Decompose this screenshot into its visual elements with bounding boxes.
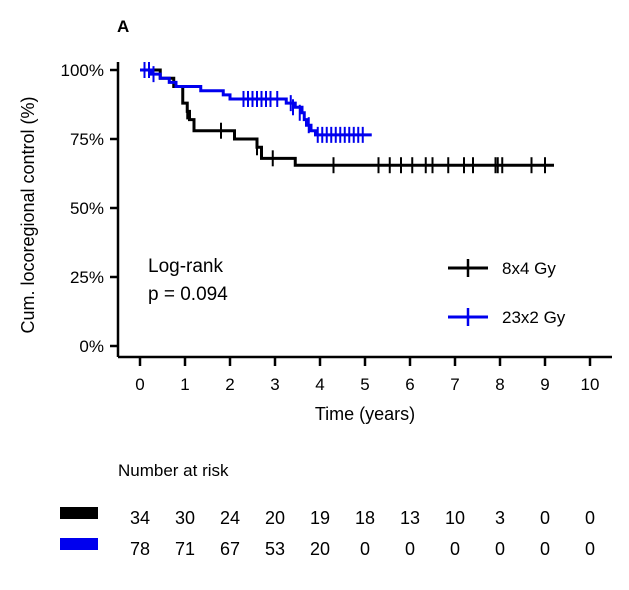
x-axis-title: Time (years) (315, 404, 415, 424)
y-tick-label: 25% (70, 268, 104, 287)
risk-count: 24 (220, 508, 240, 528)
y-tick-label: 50% (70, 199, 104, 218)
risk-count: 0 (585, 508, 595, 528)
risk-count: 0 (540, 508, 550, 528)
legend-label: 23x2 Gy (502, 308, 566, 327)
risk-count: 20 (310, 539, 330, 559)
p-value-label: p = 0.094 (148, 284, 228, 305)
plot-area (140, 62, 554, 174)
survival-curve (140, 68, 372, 137)
y-axis-title: Cum. locoregional control (%) (18, 96, 38, 333)
x-tick-label: 9 (540, 375, 549, 394)
risk-count: 0 (450, 539, 460, 559)
logrank-label: Log-rank (148, 256, 223, 277)
risk-table: 34 30 24 20 19 18 13 10 3 0 078 71 67 53 20 0 0 0 0 0 0 (60, 507, 595, 559)
risk-count: 19 (310, 508, 330, 528)
x-tick-label: 6 (405, 375, 414, 394)
risk-count: 10 (445, 508, 465, 528)
x-tick-label: 4 (315, 375, 324, 394)
x-tick-label: 1 (180, 375, 189, 394)
y-tick-label: 75% (70, 130, 104, 149)
legend: 8x4 Gy 23x2 Gy (448, 259, 566, 327)
series-1 (140, 62, 372, 143)
series-0 (140, 62, 554, 174)
risk-count: 3 (495, 508, 505, 528)
risk-count: 0 (585, 539, 595, 559)
legend-label: 8x4 Gy (502, 259, 556, 278)
risk-count: 0 (405, 539, 415, 559)
risk-count: 18 (355, 508, 375, 528)
risk-count: 0 (540, 539, 550, 559)
y-tick-label: 0% (79, 337, 104, 356)
risk-count: 30 (175, 508, 195, 528)
x-tick-label: 0 (135, 375, 144, 394)
x-tick-label: 7 (450, 375, 459, 394)
x-tick-label: 3 (270, 375, 279, 394)
y-ticks: 0% 25% 50% 75% 100% (61, 61, 118, 356)
panel-label: A (117, 17, 129, 36)
risk-row-swatch (60, 538, 98, 550)
risk-count: 13 (400, 508, 420, 528)
risk-count: 0 (360, 539, 370, 559)
risk-table-title: Number at risk (118, 461, 229, 480)
x-tick-label: 10 (581, 375, 600, 394)
risk-row-swatch (60, 507, 98, 519)
y-tick-label: 100% (61, 61, 104, 80)
x-tick-label: 2 (225, 375, 234, 394)
risk-count: 0 (495, 539, 505, 559)
risk-count: 34 (130, 508, 150, 528)
risk-count: 71 (175, 539, 195, 559)
risk-count: 53 (265, 539, 285, 559)
x-ticks: 0 1 2 3 4 5 6 7 8 9 10 (135, 357, 599, 394)
risk-count: 67 (220, 539, 240, 559)
x-tick-label: 8 (495, 375, 504, 394)
risk-count: 78 (130, 539, 150, 559)
survival-curve (140, 68, 554, 167)
x-tick-label: 5 (360, 375, 369, 394)
risk-count: 20 (265, 508, 285, 528)
